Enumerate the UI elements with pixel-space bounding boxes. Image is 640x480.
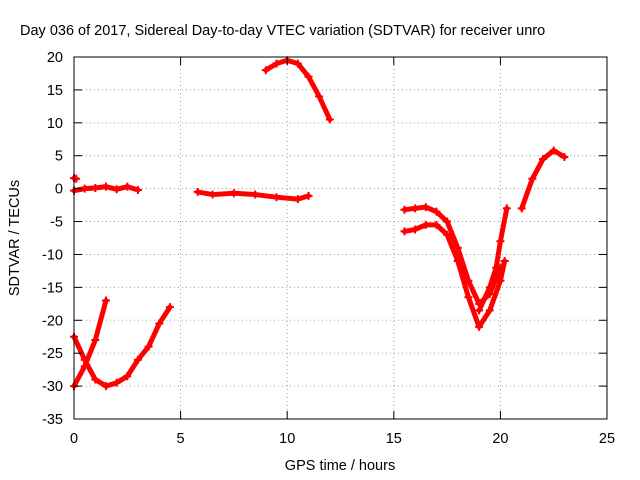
y-tick-label: 15 bbox=[47, 83, 63, 99]
data-point bbox=[549, 146, 558, 155]
x-tick-label: 15 bbox=[386, 431, 402, 447]
y-tick-label: 0 bbox=[55, 182, 63, 198]
data-point bbox=[475, 306, 484, 315]
data-point bbox=[123, 182, 132, 191]
data-point bbox=[155, 319, 164, 328]
data-point bbox=[475, 322, 484, 331]
data-point bbox=[272, 193, 281, 202]
y-tick-label: -35 bbox=[42, 412, 63, 428]
data-point bbox=[432, 220, 441, 229]
data-point bbox=[496, 237, 505, 246]
data-point bbox=[91, 336, 100, 345]
data-point bbox=[101, 296, 110, 305]
data-point bbox=[485, 283, 494, 292]
series-line bbox=[263, 57, 333, 123]
series-line bbox=[71, 298, 109, 389]
series-line bbox=[71, 304, 173, 389]
axis-ticks bbox=[73, 56, 608, 420]
data-point bbox=[251, 190, 260, 199]
data-point bbox=[123, 372, 132, 381]
data-point bbox=[101, 182, 110, 191]
data-point bbox=[325, 115, 334, 124]
y-axis-tick-labels: 20 15 10 5 0 -5 -10 -15 -20 -25 -30 -35 bbox=[42, 50, 63, 428]
data-point bbox=[101, 382, 110, 391]
data-point bbox=[208, 190, 217, 199]
series-arc-5 bbox=[193, 187, 313, 204]
series-arc-9 bbox=[475, 204, 511, 315]
data-point bbox=[432, 207, 441, 216]
chart-title: Day 036 of 2017, Sidereal Day-to-day VTE… bbox=[20, 23, 545, 39]
data-point bbox=[91, 375, 100, 384]
series-arc-6 bbox=[261, 56, 334, 124]
y-tick-label: -25 bbox=[42, 346, 63, 362]
y-tick-label: -5 bbox=[50, 215, 63, 231]
data-point bbox=[315, 92, 324, 101]
data-point bbox=[421, 203, 430, 212]
y-tick-label: -20 bbox=[42, 313, 63, 329]
y-tick-label: -30 bbox=[42, 379, 63, 395]
data-point bbox=[443, 230, 452, 239]
data-point bbox=[112, 185, 121, 194]
data-point bbox=[411, 204, 420, 213]
data-point bbox=[443, 217, 452, 226]
y-tick-label: -10 bbox=[42, 247, 63, 263]
data-point bbox=[492, 263, 501, 272]
data-series bbox=[70, 56, 569, 391]
data-point bbox=[91, 183, 100, 192]
data-point bbox=[144, 342, 153, 351]
x-tick-label: 25 bbox=[599, 431, 615, 447]
data-point bbox=[560, 153, 569, 162]
plot-frame bbox=[73, 56, 608, 420]
series-arc-2 bbox=[70, 174, 81, 183]
data-point bbox=[496, 276, 505, 285]
data-point bbox=[485, 306, 494, 315]
data-point bbox=[411, 225, 420, 234]
x-axis-tick-labels: 0 5 10 15 20 25 bbox=[70, 431, 615, 447]
data-point bbox=[400, 227, 409, 236]
x-tick-label: 0 bbox=[70, 431, 78, 447]
series-arc-8 bbox=[400, 220, 509, 331]
data-point bbox=[72, 174, 81, 183]
data-point bbox=[293, 59, 302, 68]
x-tick-label: 20 bbox=[492, 431, 508, 447]
data-point bbox=[421, 220, 430, 229]
data-point bbox=[133, 355, 142, 364]
series-arc-10 bbox=[517, 146, 569, 213]
data-point bbox=[502, 204, 511, 213]
data-point bbox=[304, 72, 313, 81]
series-arc-4 bbox=[70, 303, 174, 391]
data-point bbox=[193, 187, 202, 196]
data-point bbox=[133, 185, 142, 194]
data-point bbox=[80, 355, 89, 364]
x-tick-label: 10 bbox=[279, 431, 295, 447]
data-point bbox=[165, 303, 174, 312]
data-point bbox=[304, 191, 313, 200]
data-point bbox=[229, 189, 238, 198]
y-tick-label: 10 bbox=[47, 116, 63, 132]
data-point bbox=[400, 205, 409, 214]
y-tick-label: -15 bbox=[42, 280, 63, 296]
data-point bbox=[293, 195, 302, 204]
data-point bbox=[517, 204, 526, 213]
data-point bbox=[112, 378, 121, 387]
data-point bbox=[500, 257, 509, 266]
data-point bbox=[261, 66, 270, 75]
data-point bbox=[453, 257, 462, 266]
grid-lines bbox=[74, 57, 607, 419]
y-tick-label: 5 bbox=[55, 149, 63, 165]
data-point bbox=[539, 155, 548, 164]
data-point bbox=[272, 59, 281, 68]
data-point bbox=[464, 293, 473, 302]
x-tick-label: 5 bbox=[177, 431, 185, 447]
y-axis-label: SDTVAR / TECUs bbox=[7, 180, 23, 296]
x-axis-label: GPS time / hours bbox=[285, 458, 395, 474]
data-point bbox=[528, 174, 537, 183]
y-tick-label: 20 bbox=[47, 50, 63, 66]
